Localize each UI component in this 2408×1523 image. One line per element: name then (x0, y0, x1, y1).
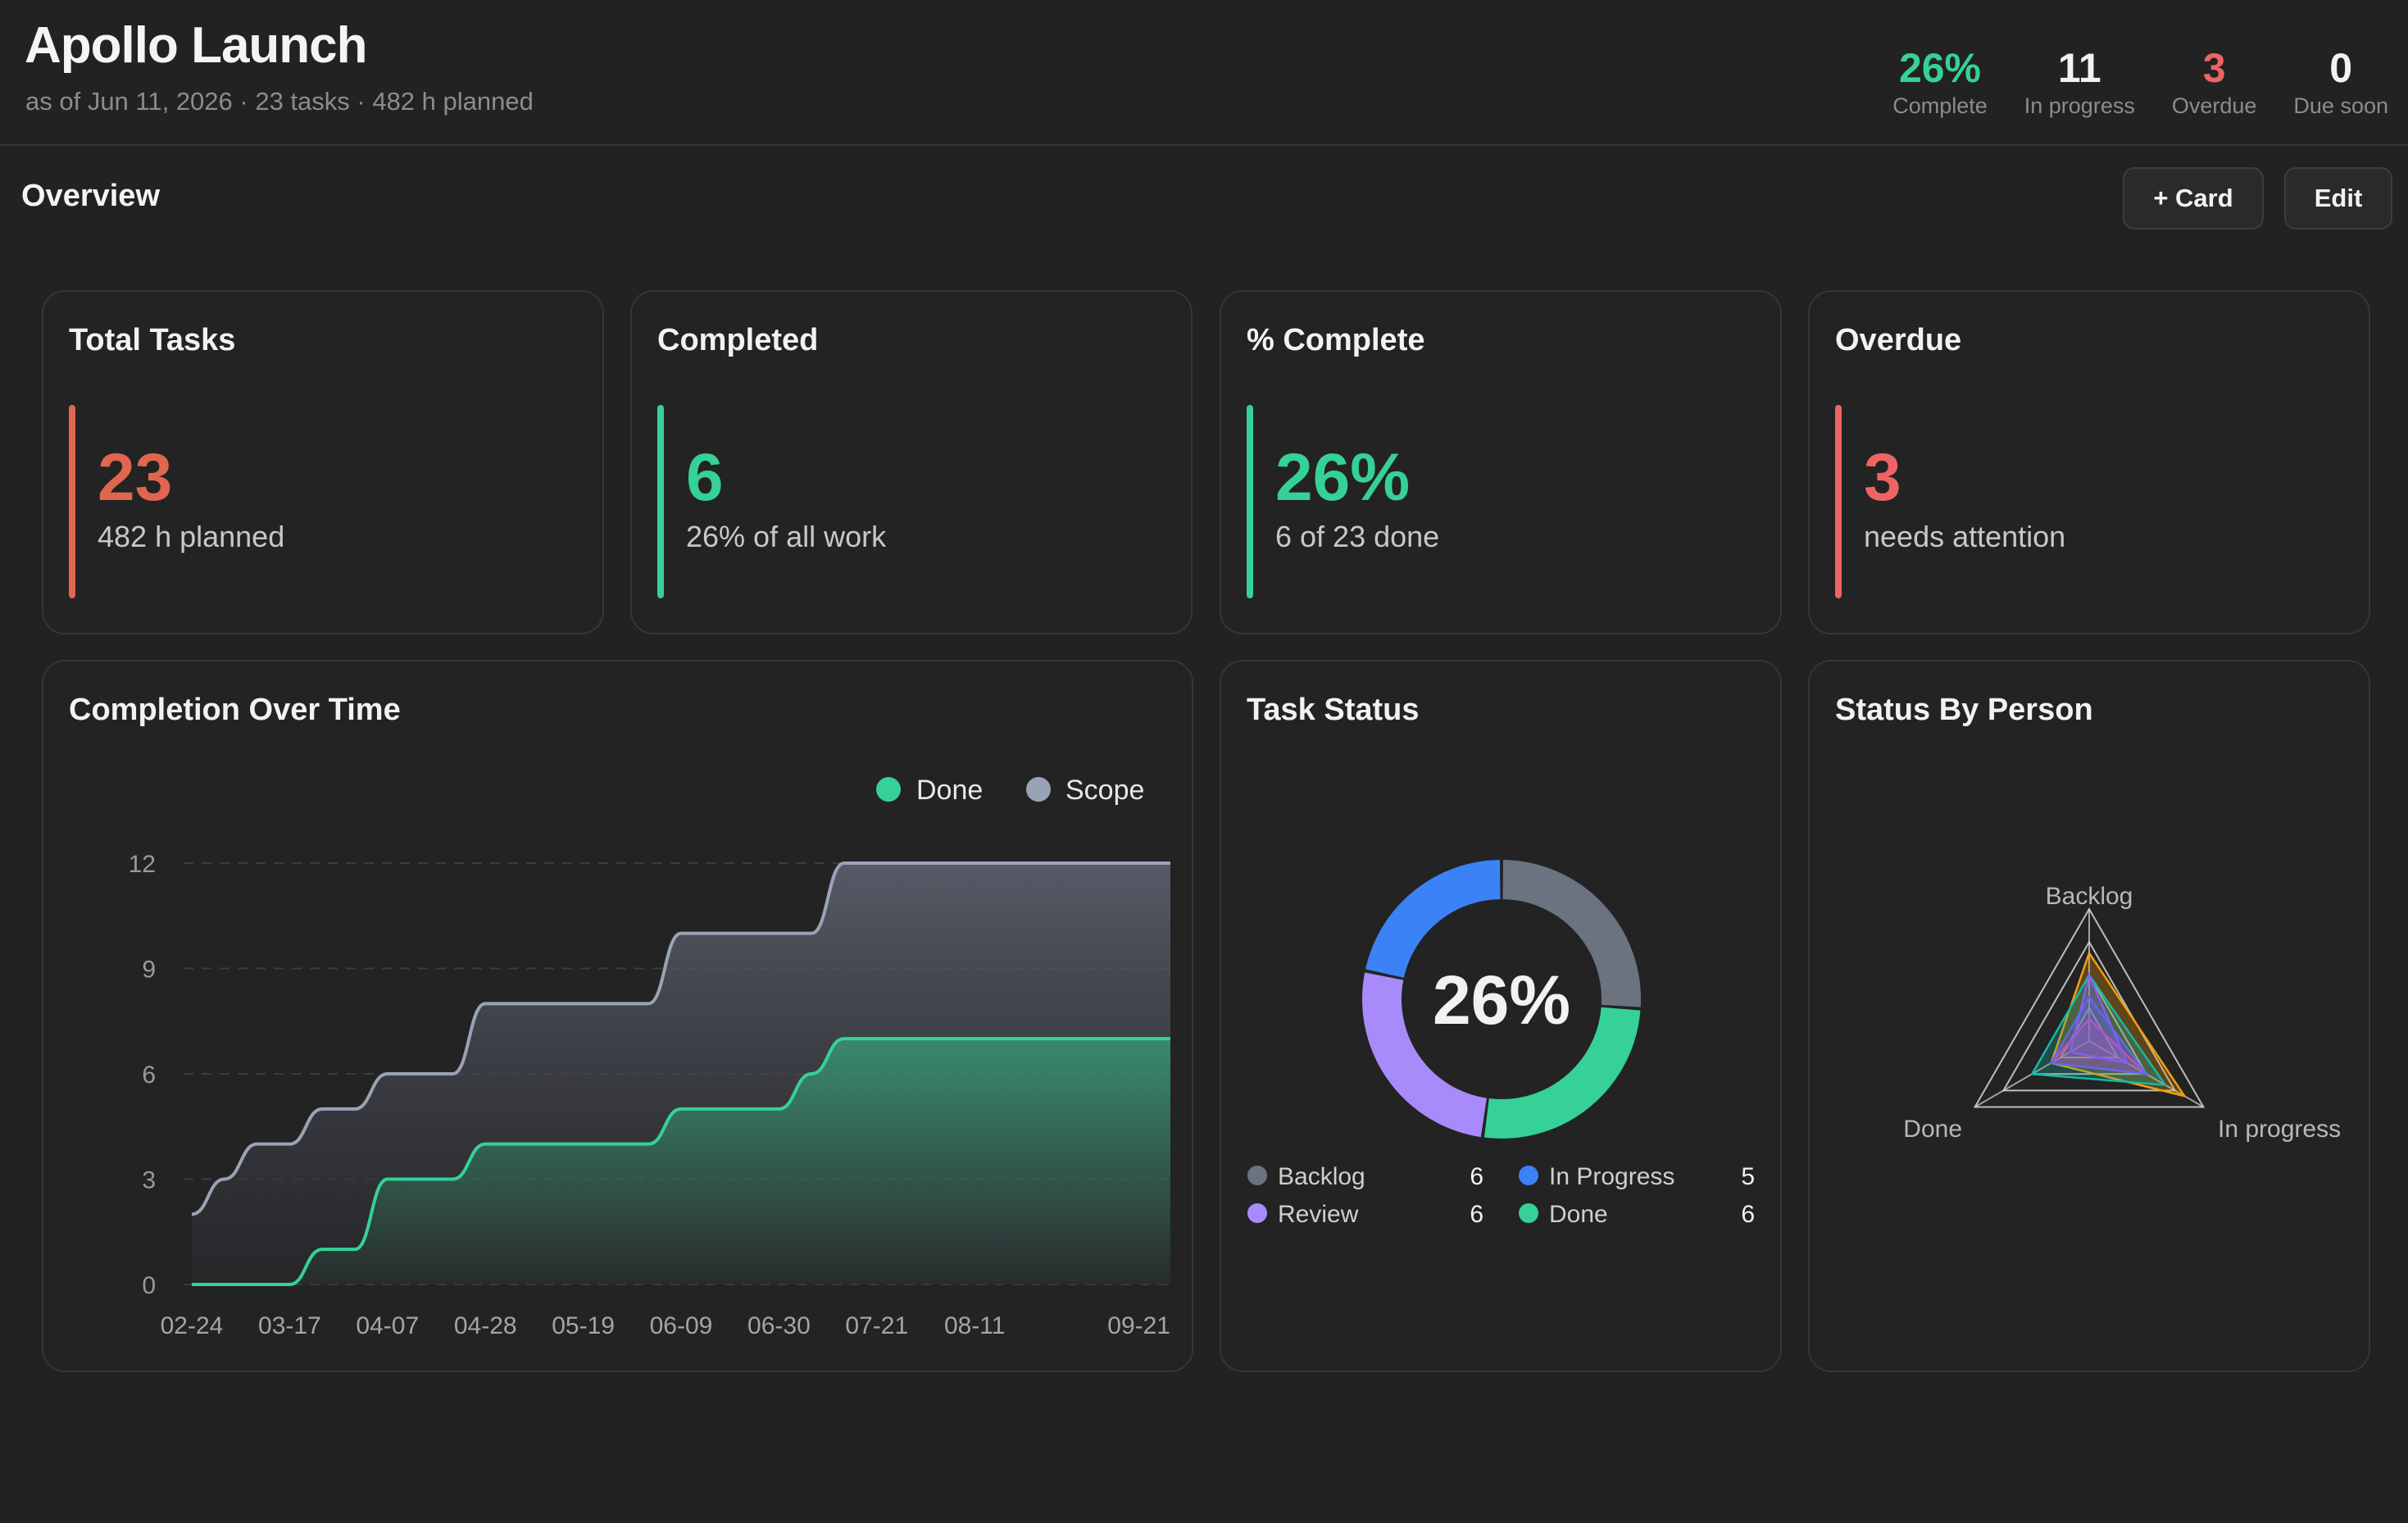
x-tick-label: 05-19 (552, 1312, 615, 1339)
summary-stats: 26% Complete 11 In progress 3 Overdue 0 … (1892, 48, 2388, 119)
x-tick-label: 04-07 (356, 1312, 419, 1339)
legend-label: Review (1278, 1201, 1359, 1228)
x-tick-label: 04-28 (454, 1312, 517, 1339)
x-tick-label: 02-24 (161, 1312, 224, 1339)
card-title: Completion Over Time (69, 693, 401, 727)
edit-button[interactable]: Edit (2284, 167, 2392, 230)
kpi-subtitle: 482 h planned (98, 520, 285, 553)
x-tick-label: 06-30 (747, 1312, 811, 1339)
done-line (192, 1037, 1170, 1286)
completion-chart: 0 3 6 9 12 02-24 03-17 04-07 04-28 05-19 06-09 06-3… (129, 775, 1170, 1339)
y-tick-label: 3 (142, 1167, 156, 1194)
task-status-chart: 26% Backlog 6 In Progress 5 Review 6 Done 6 (1247, 860, 1755, 1228)
kpi-subtitle: needs attention (1864, 520, 2066, 553)
kpi-card-completed[interactable]: Completed 6 26% of all work (630, 290, 1193, 634)
legend-count: 6 (1470, 1163, 1483, 1190)
kpi-value: 3 (1864, 440, 1901, 515)
x-tick-label: 07-21 (845, 1312, 908, 1339)
project-meta: as of Jun 11, 2026 · 23 tasks · 482 h pl… (25, 87, 534, 116)
legend-label: Backlog (1278, 1163, 1365, 1190)
completion-card[interactable]: Completion Over Time 0 3 6 9 12 02-24 03-17 04-… (42, 660, 1193, 1372)
header: Apollo Launch as of Jun 11, 2026 · 23 ta… (0, 0, 2408, 146)
donut-slice-review (1362, 972, 1488, 1138)
kpi-subtitle: 26% of all work (686, 520, 887, 553)
stat-overdue: 3 Overdue (2172, 48, 2257, 119)
stat-value: 26% (1898, 45, 1982, 91)
donut-center-label: 26% (1433, 962, 1570, 1039)
kpi-card-total-tasks[interactable]: Total Tasks 23 482 h planned (42, 290, 604, 634)
radar-axis-label: Backlog (2046, 883, 2133, 910)
stat-label: Complete (1892, 93, 1988, 118)
x-tick-label: 09-21 (1107, 1312, 1170, 1339)
card-title: % Complete (1247, 323, 1425, 357)
stat-due-soon: 0 Due soon (2293, 48, 2388, 119)
donut-slice-in-progress (1365, 860, 1502, 979)
x-tick-label: 06-09 (650, 1312, 713, 1339)
legend-count: 5 (1741, 1163, 1755, 1190)
y-tick-label: 0 (142, 1272, 156, 1299)
card-title: Status By Person (1835, 693, 2093, 727)
legend-marker-done (876, 777, 901, 802)
legend-label-done: Done (916, 775, 983, 806)
legend-marker (1519, 1203, 1538, 1223)
kpi-value: 26% (1275, 440, 1411, 515)
page-title: Apollo Launch (25, 17, 368, 74)
donut-slice-done (1483, 1007, 1641, 1139)
legend-marker-scope (1026, 777, 1051, 802)
stat-value: 3 (2202, 45, 2226, 91)
legend-label: In Progress (1549, 1163, 1674, 1190)
kpi-card-percent-complete[interactable]: % Complete 26% 6 of 23 done (1220, 290, 1782, 634)
x-tick-label: 08-11 (944, 1312, 1006, 1339)
legend-marker (1247, 1203, 1267, 1223)
legend-label: Done (1549, 1201, 1608, 1228)
kpi-accent-bar (69, 405, 75, 598)
legend-marker (1519, 1166, 1538, 1185)
stat-value: 11 (2057, 45, 2101, 91)
legend-marker (1247, 1166, 1267, 1185)
kpi-value: 6 (686, 440, 724, 515)
status-by-person-card[interactable]: Status By Person Backlog In progress Done (1808, 660, 2370, 1372)
kpi-value: 23 (98, 440, 173, 515)
stat-complete: 26% Complete (1892, 48, 1988, 119)
task-status-card[interactable]: Task Status 26% Backlog 6 In Progress 5 Revie… (1220, 660, 1782, 1372)
legend-label-scope: Scope (1065, 775, 1144, 806)
kpi-accent-bar (1247, 405, 1253, 598)
x-tick-label: 03-17 (258, 1312, 321, 1339)
stat-label: Overdue (2171, 93, 2257, 118)
card-title: Overdue (1835, 323, 1962, 357)
kpi-accent-bar (657, 405, 664, 598)
scope-line (191, 862, 1170, 1216)
kpi-subtitle: 6 of 23 done (1275, 520, 1440, 553)
y-tick-label: 9 (142, 957, 156, 984)
legend-count: 6 (1470, 1201, 1483, 1228)
card-title: Task Status (1247, 693, 1420, 727)
y-tick-label: 12 (129, 851, 156, 878)
kpi-card-overdue[interactable]: Overdue 3 needs attention (1808, 290, 2370, 634)
stat-in-progress: 11 In progress (2024, 48, 2135, 119)
card-title: Total Tasks (69, 323, 236, 357)
done-area (192, 1039, 1170, 1284)
status-by-person-chart: Backlog In progress Done (1903, 883, 2341, 1143)
stat-label: In progress (2024, 93, 2135, 118)
stat-label: Due soon (2293, 93, 2388, 118)
add-card-button[interactable]: + Card (2123, 167, 2264, 230)
radar-axis-label: In progress (2218, 1116, 2341, 1143)
radar-series (2030, 973, 2168, 1087)
card-title: Completed (657, 323, 819, 357)
radar-series (2049, 995, 2149, 1075)
section-title: Overview (21, 179, 160, 213)
y-tick-label: 6 (142, 1062, 156, 1089)
kpi-accent-bar (1835, 405, 1842, 598)
legend-count: 6 (1741, 1201, 1755, 1228)
donut-slice-backlog (1502, 860, 1641, 1007)
stat-value: 0 (2329, 45, 2353, 91)
radar-grid-ring (1973, 907, 2206, 1108)
radar-axis-label: Done (1903, 1116, 1962, 1143)
